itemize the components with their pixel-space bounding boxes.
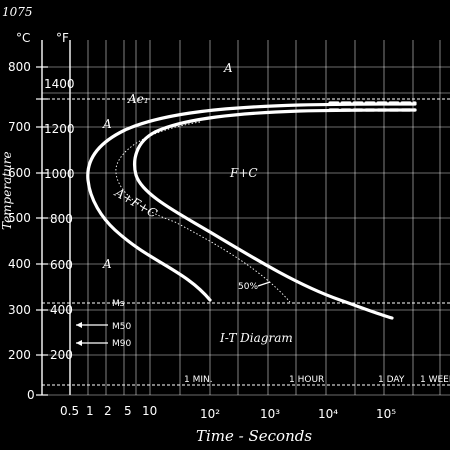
fifty-percent-curve — [115, 121, 291, 303]
label-ms: Ms — [112, 299, 125, 309]
svg-text:600: 600 — [50, 258, 73, 272]
svg-text:400: 400 — [8, 257, 31, 271]
svg-text:600: 600 — [8, 166, 31, 180]
fifty-pct-arrow — [257, 281, 271, 287]
steel-code: 1075 — [2, 5, 33, 19]
svg-text:400: 400 — [50, 303, 73, 317]
label-a-bottom: A — [102, 257, 112, 271]
svg-text:1000: 1000 — [44, 167, 75, 181]
transformation-start-curve — [86, 102, 417, 302]
svg-text:2: 2 — [104, 404, 112, 418]
svg-text:1 DAY: 1 DAY — [378, 375, 405, 385]
svg-text:1 WEEK: 1 WEEK — [420, 375, 450, 385]
svg-text:1: 1 — [86, 404, 94, 418]
svg-text:700: 700 — [8, 120, 31, 134]
svg-text:0.5: 0.5 — [60, 404, 79, 418]
x-axis-label: Time - Seconds — [196, 427, 312, 445]
celsius-ticks — [36, 66, 48, 396]
transformation-end-curve — [133, 108, 417, 320]
celsius-labels: 800 700 600 500 400 300 200 0 — [8, 60, 35, 402]
svg-text:5: 5 — [124, 404, 132, 418]
svg-text:200: 200 — [8, 348, 31, 362]
label-m50: M50 — [112, 322, 131, 332]
label-m90: M90 — [112, 339, 131, 349]
label-ae1: Ae₁ — [127, 92, 149, 106]
svg-text:200: 200 — [50, 348, 73, 362]
label-a-left: A — [102, 117, 112, 131]
svg-text:0: 0 — [27, 388, 35, 402]
svg-text:10⁵: 10⁵ — [376, 407, 396, 421]
svg-text:10³: 10³ — [260, 407, 280, 421]
svg-text:500: 500 — [8, 211, 31, 225]
svg-text:1 HOUR: 1 HOUR — [289, 375, 324, 385]
label-50pct: 50% — [238, 282, 258, 292]
svg-text:300: 300 — [8, 303, 31, 317]
fahrenheit-labels: 1400 1200 1000 800 600 400 200 — [44, 77, 75, 362]
svg-text:1400: 1400 — [44, 77, 75, 91]
m50-arrowhead — [76, 322, 82, 328]
svg-text:1200: 1200 — [44, 122, 75, 136]
svg-text:1 MIN.: 1 MIN. — [184, 375, 213, 385]
time-markers: 1 MIN. 1 HOUR 1 DAY 1 WEEK — [184, 375, 450, 385]
label-f-c: F+C — [229, 166, 258, 180]
y-axis-label: Temperature — [0, 151, 14, 230]
m90-arrowhead — [76, 340, 82, 346]
unit-fahrenheit: °F — [56, 31, 69, 45]
svg-text:10: 10 — [142, 404, 157, 418]
x-tick-labels: 0.5 1 2 5 10 10² 10³ 10⁴ 10⁵ — [60, 404, 396, 421]
svg-text:800: 800 — [8, 60, 31, 74]
svg-text:800: 800 — [50, 212, 73, 226]
label-a-f-c: A+F+C — [112, 185, 160, 221]
label-it-diagram: I-T Diagram — [219, 331, 293, 345]
unit-celsius: °C — [16, 31, 30, 45]
svg-text:10²: 10² — [200, 407, 220, 421]
label-a-top: A — [223, 61, 233, 75]
svg-text:10⁴: 10⁴ — [318, 407, 338, 421]
